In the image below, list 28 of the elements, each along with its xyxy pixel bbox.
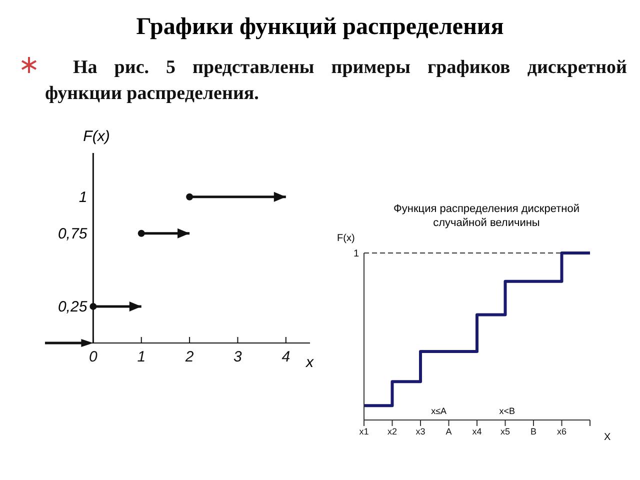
y-tick-label: 0,75 bbox=[58, 225, 88, 242]
x-tick-label: 0 bbox=[89, 348, 98, 366]
chart-subtitle: На рис. 5 представлены примеры графиков дискретной функции распределения. bbox=[45, 56, 627, 106]
x-tick-label: 2 bbox=[184, 348, 194, 366]
y-axis-title: F(x) bbox=[337, 233, 355, 244]
annotation: x<B bbox=[499, 406, 515, 416]
x-tick-label: 1 bbox=[137, 348, 146, 366]
x-tick-label: B bbox=[530, 426, 537, 436]
x-tick-label: 3 bbox=[234, 348, 243, 366]
point bbox=[138, 230, 145, 237]
x-tick-label: x6 bbox=[556, 426, 567, 436]
x-tick-label: x4 bbox=[472, 426, 482, 436]
y-tick-label: 0,25 bbox=[58, 298, 88, 316]
x-tick-label: x2 bbox=[387, 426, 398, 436]
chart-title: Функция распределения дискретной случайной величины bbox=[394, 203, 580, 229]
ref-line-label: 1 bbox=[353, 248, 360, 260]
x-tick-label: 4 bbox=[282, 348, 290, 366]
y-tick-label: 1 bbox=[78, 188, 88, 206]
x-axis-title: X bbox=[604, 432, 611, 443]
x-tick-label: A bbox=[446, 426, 452, 436]
y-axis-title: F(x) bbox=[83, 128, 110, 145]
annotation: x≤A bbox=[431, 406, 447, 416]
x-tick-label: x5 bbox=[500, 426, 510, 436]
point bbox=[186, 193, 194, 200]
chart-title: Графики функций распределения bbox=[135, 14, 505, 41]
x-tick-label: x3 bbox=[416, 426, 426, 436]
x-axis-title: x bbox=[305, 354, 314, 371]
x-tick-label: x1 bbox=[359, 426, 369, 436]
